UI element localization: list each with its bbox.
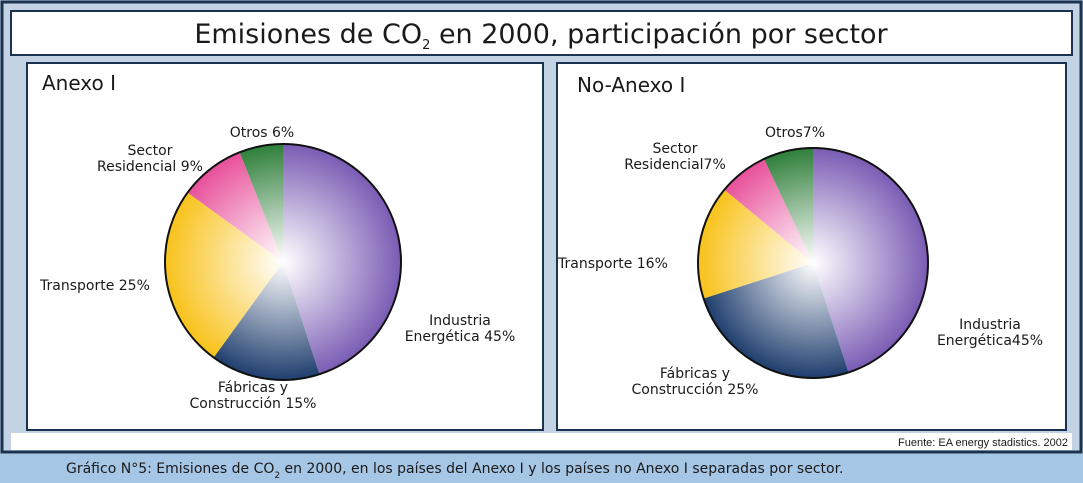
slice-label: Fábricas y [660, 366, 730, 382]
pie-slice [164, 192, 283, 358]
pie-slice [813, 148, 928, 373]
slice-label: Otros 6% [230, 125, 294, 141]
slice-label: Transporte 25% [39, 278, 150, 294]
slice-label: Energética45% [937, 333, 1043, 349]
slice-label: Sector [127, 143, 172, 159]
pie-outline [164, 143, 402, 381]
pie-slice [213, 262, 320, 380]
panel-title: No-Anexo I [577, 73, 685, 97]
caption-bar [0, 454, 1083, 483]
pie-slice [724, 158, 813, 263]
source-strip [11, 433, 1072, 450]
slice-label: Sector [652, 141, 697, 157]
title: Emisiones de CO2 en 2000, participación … [194, 19, 888, 53]
slice-label: Construcción 15% [190, 396, 317, 412]
source: Fuente: EA energy stadistics. 2002 [898, 437, 1068, 449]
slice-label: Construcción 25% [632, 382, 759, 398]
slice-label: Residencial 9% [97, 159, 203, 175]
slice-label: Industria [429, 313, 491, 329]
pie-slice [703, 263, 849, 378]
pie-outline [697, 147, 929, 379]
caption: Gráfico N°5: Emisiones de CO2 en 2000, e… [66, 461, 844, 481]
slice-label: Industria [959, 317, 1021, 333]
pie-slice [698, 189, 813, 299]
title-box [10, 10, 1073, 56]
slice-label: Transporte 16% [557, 256, 668, 272]
pie-slice [187, 152, 283, 262]
pie-slice [239, 144, 283, 262]
slice-label: Otros7% [765, 125, 825, 141]
slice-label: Residencial7% [624, 157, 726, 173]
slice-label: Energética 45% [405, 329, 516, 345]
pie-slice [764, 148, 813, 263]
pie-slice [283, 144, 401, 375]
slice-label: Fábricas y [218, 380, 288, 396]
panel-title: Anexo I [42, 71, 116, 95]
